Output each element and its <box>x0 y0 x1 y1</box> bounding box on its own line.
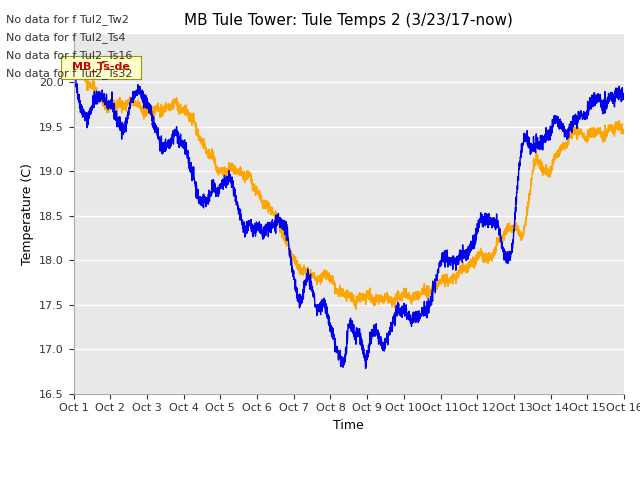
Line: Tul2_Ts-8: Tul2_Ts-8 <box>74 59 624 309</box>
X-axis label: Time: Time <box>333 419 364 432</box>
Tul2_Ts-2 <box>132 88 140 94</box>
Tul2_Ts-8 <box>71 56 79 62</box>
Text: No data for f Tul2_Ts32: No data for f Tul2_Ts32 <box>6 68 133 79</box>
Tul2_Ts-8 <box>70 60 77 65</box>
Tul2_Ts-8 <box>620 128 628 134</box>
Tul2_Ts-2 <box>609 96 617 102</box>
Tul2_Ts-2 <box>620 92 628 98</box>
Tul2_Ts-8 <box>305 272 312 278</box>
Tul2_Ts-2 <box>550 117 558 122</box>
Tul2_Ts-8 <box>132 102 140 108</box>
Tul2_Ts-2 <box>70 55 77 60</box>
Text: No data for f Tul2_Tw2: No data for f Tul2_Tw2 <box>6 13 129 24</box>
Tul2_Ts-8 <box>610 124 618 130</box>
Text: No data for f Tul2_Ts16: No data for f Tul2_Ts16 <box>6 50 132 61</box>
Tul2_Ts-8 <box>550 152 558 157</box>
Tul2_Ts-8 <box>165 102 173 108</box>
Text: No data for f Tul2_Ts4: No data for f Tul2_Ts4 <box>6 32 126 43</box>
Tul2_Ts-2 <box>281 227 289 233</box>
Tul2_Ts-2 <box>165 145 173 151</box>
Y-axis label: Temperature (C): Temperature (C) <box>20 163 33 264</box>
Tul2_Ts-8 <box>352 306 360 312</box>
Tul2_Ts-2 <box>362 366 369 372</box>
Line: Tul2_Ts-2: Tul2_Ts-2 <box>74 58 624 369</box>
Tul2_Ts-2 <box>305 275 312 280</box>
Text: MB_Ts-de: MB_Ts-de <box>72 62 130 72</box>
Tul2_Ts-8 <box>281 240 289 246</box>
Title: MB Tule Tower: Tule Temps 2 (3/23/17-now): MB Tule Tower: Tule Temps 2 (3/23/17-now… <box>184 13 513 28</box>
